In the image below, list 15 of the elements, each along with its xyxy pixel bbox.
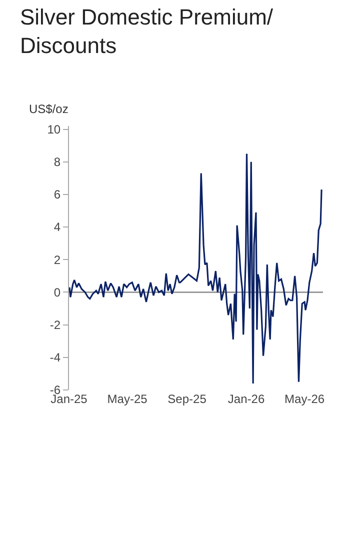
y-tick-label: 10 xyxy=(47,122,61,136)
y-tick-label: 8 xyxy=(54,155,61,170)
chart-title: Silver Domestic Premium/ Discounts xyxy=(20,4,274,58)
y-tick-label: 0 xyxy=(54,285,61,300)
y-tick-label: -2 xyxy=(50,318,61,332)
x-tick-label: May-26 xyxy=(284,392,325,406)
y-tick-label: 6 xyxy=(54,188,61,202)
x-tick-label: Sep-25 xyxy=(168,392,207,406)
line-series xyxy=(69,152,322,384)
y-tick-label: 4 xyxy=(54,220,61,234)
y-tick-label: 2 xyxy=(54,252,61,267)
x-tick-label: May-25 xyxy=(107,392,148,406)
y-tick-label: -4 xyxy=(50,350,61,365)
y-axis-title: US$/oz xyxy=(29,102,68,116)
x-tick-label: Jan-26 xyxy=(228,392,265,406)
